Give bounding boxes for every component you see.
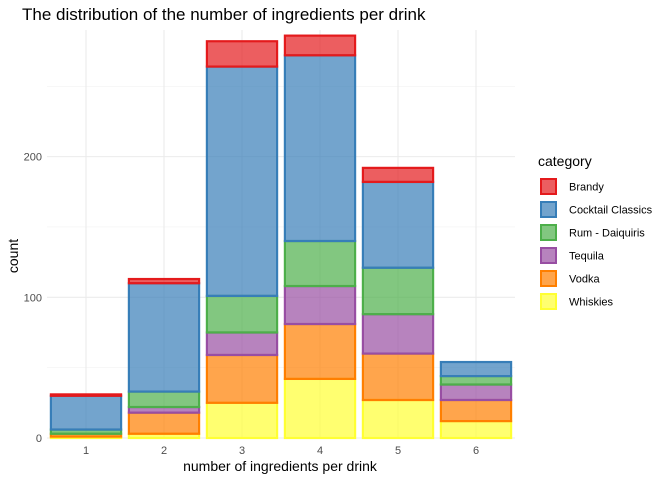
legend-key-rum-daiquiris — [540, 224, 557, 241]
bar-segment-brandy — [283, 34, 357, 57]
bar-segment-vodka — [283, 322, 357, 381]
x-tick-label: 1 — [83, 445, 89, 457]
x-tick-label: 3 — [239, 445, 245, 457]
bar-segment-cocktail-classics — [283, 54, 357, 243]
legend-key-whiskies — [540, 293, 557, 310]
bar-segment-cocktail-classics — [439, 360, 513, 378]
bar-segment-vodka — [205, 353, 279, 404]
bar-segment-rum-daiquiris — [127, 390, 201, 409]
bar-segment-tequila — [361, 313, 435, 355]
chart-title: The distribution of the number of ingred… — [22, 5, 426, 24]
legend: category Brandy Cocktail Classics Rum - Da… — [538, 153, 653, 310]
legend-label: Tequila — [569, 251, 605, 263]
bar-segment-whiskies — [361, 398, 435, 440]
bar-segment-whiskies — [205, 401, 279, 440]
y-tick-label: 0 — [36, 433, 42, 445]
bar-segment-vodka — [127, 411, 201, 435]
x-tick-label: 5 — [395, 445, 401, 457]
legend-key-vodka — [540, 270, 557, 287]
y-tick-label: 200 — [24, 152, 42, 164]
legend-label: Brandy — [569, 182, 604, 194]
bar-segment-cocktail-classics — [127, 282, 201, 393]
bar-segment-whiskies — [283, 377, 357, 440]
bar-segment-brandy — [205, 40, 279, 68]
bar-segment-tequila — [439, 383, 513, 402]
legend-label: Vodka — [569, 274, 600, 286]
bar-segment-cocktail-classics — [49, 394, 123, 431]
legend-key-tequila — [540, 247, 557, 264]
x-tick-label: 4 — [317, 445, 323, 457]
bar-segment-whiskies — [439, 420, 513, 440]
bar-segment-cocktail-classics — [361, 180, 435, 269]
plot-background — [47, 30, 515, 438]
y-axis-title: count — [5, 239, 21, 273]
bar-segment-cocktail-classics — [205, 65, 279, 298]
bar-segment-brandy — [49, 393, 123, 397]
legend-key-cocktail-classics — [540, 201, 557, 218]
legend-label: Whiskies — [569, 297, 614, 309]
x-tick-label: 2 — [161, 445, 167, 457]
y-tick-label: 100 — [24, 292, 42, 304]
legend-label: Rum - Daiquiris — [569, 228, 645, 240]
bar-segment-rum-daiquiris — [283, 239, 357, 288]
bar-segment-rum-daiquiris — [439, 374, 513, 386]
x-axis-title: number of ingredients per drink — [183, 458, 378, 474]
legend-label: Cocktail Classics — [569, 205, 653, 217]
tick-labels: 0 100 200 1 2 3 4 5 6 — [24, 152, 479, 457]
legend-title: category — [538, 153, 592, 169]
bar-segment-brandy — [127, 277, 201, 285]
plot-panel — [47, 30, 515, 438]
bar-segment-rum-daiquiris — [205, 294, 279, 334]
bar-segment-vodka — [361, 352, 435, 402]
bar-segment-rum-daiquiris — [361, 266, 435, 316]
bar-segment-vodka — [439, 398, 513, 423]
bars — [49, 34, 513, 440]
bar-segment-tequila — [283, 284, 357, 326]
x-tick-label: 6 — [473, 445, 479, 457]
bar-segment-tequila — [205, 331, 279, 357]
bar-segment-brandy — [361, 166, 435, 184]
legend-key-brandy — [540, 178, 557, 195]
